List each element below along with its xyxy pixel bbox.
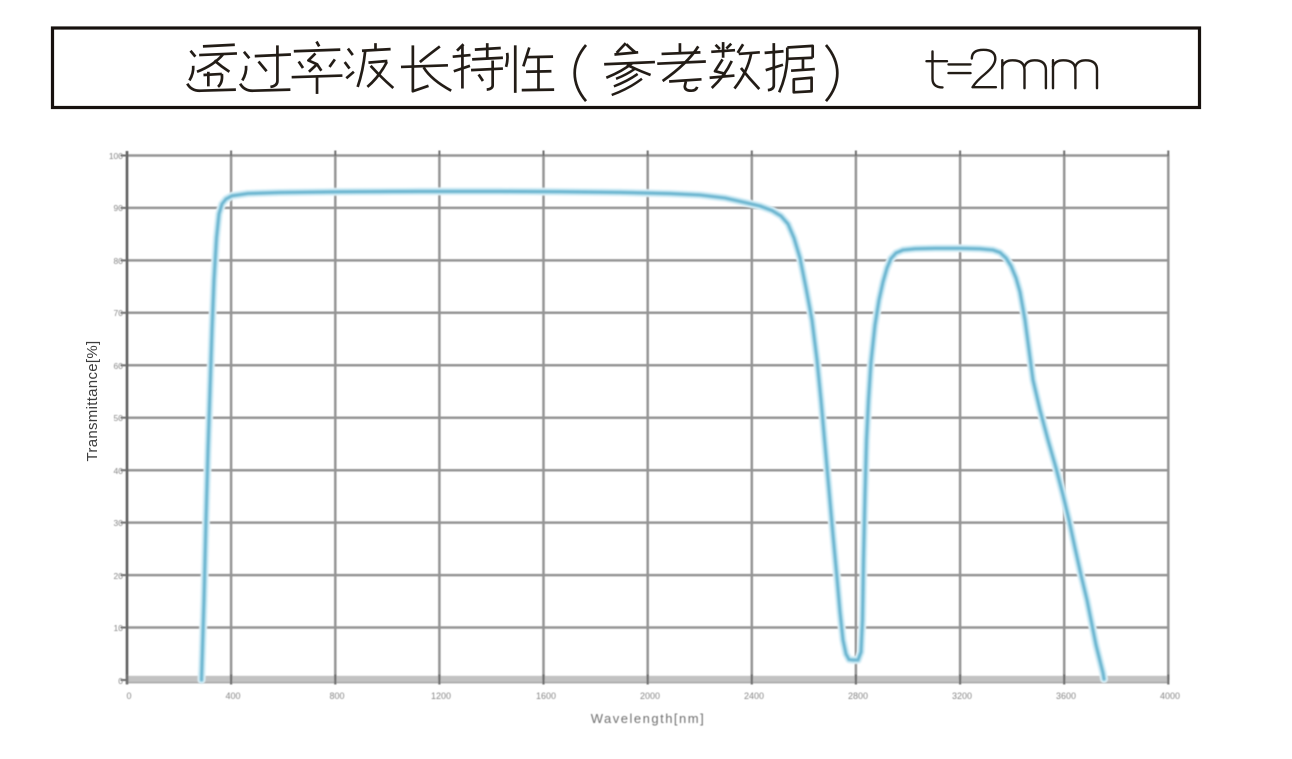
svg-text:80: 80 — [114, 256, 124, 266]
svg-text:100: 100 — [109, 151, 123, 161]
svg-text:4000: 4000 — [1160, 691, 1180, 701]
svg-text:0: 0 — [118, 676, 123, 686]
svg-text:30: 30 — [114, 518, 124, 528]
svg-text:1600: 1600 — [536, 691, 556, 701]
svg-text:3200: 3200 — [952, 691, 972, 701]
svg-text:60: 60 — [114, 361, 124, 371]
svg-text:70: 70 — [114, 308, 124, 318]
svg-text:10: 10 — [114, 623, 124, 633]
svg-text:2400: 2400 — [744, 691, 764, 701]
svg-text:20: 20 — [114, 571, 124, 581]
svg-text:Wavelength[nm]: Wavelength[nm] — [591, 711, 705, 726]
svg-text:1200: 1200 — [431, 691, 451, 701]
svg-text:400: 400 — [225, 691, 240, 701]
svg-text:40: 40 — [114, 466, 124, 476]
svg-text:90: 90 — [114, 203, 124, 213]
svg-text:2000: 2000 — [640, 691, 660, 701]
svg-text:2800: 2800 — [848, 691, 868, 701]
svg-text:50: 50 — [114, 413, 124, 423]
svg-text:Transmittance[%]: Transmittance[%] — [84, 341, 101, 462]
svg-text:0: 0 — [126, 691, 131, 701]
svg-text:3600: 3600 — [1056, 691, 1076, 701]
svg-text:800: 800 — [329, 691, 344, 701]
